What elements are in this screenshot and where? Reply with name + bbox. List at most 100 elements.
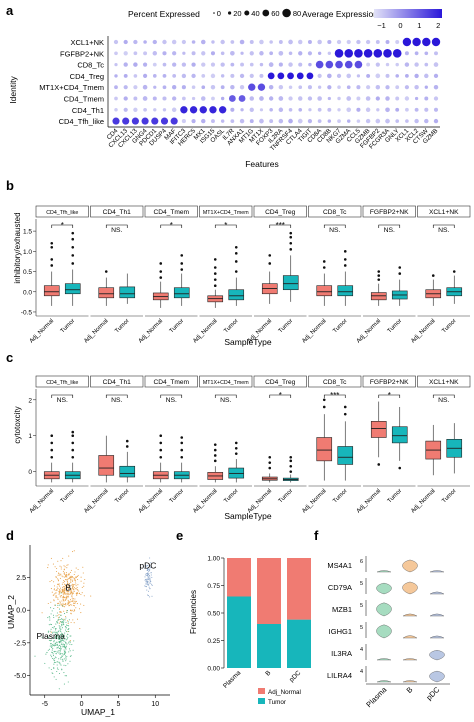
dot	[239, 85, 245, 90]
umap-point	[61, 644, 63, 646]
umap-point	[67, 586, 69, 588]
outlier	[398, 272, 402, 275]
dot	[356, 96, 361, 101]
dot	[170, 117, 178, 125]
dot	[424, 73, 429, 79]
umap-point	[67, 620, 69, 622]
umap-point	[62, 570, 64, 572]
umap-point	[151, 595, 153, 597]
outlier	[343, 405, 347, 409]
umap-point	[59, 587, 61, 589]
dot	[278, 50, 284, 56]
dot	[317, 73, 322, 78]
dot	[306, 72, 314, 80]
umap-point	[61, 618, 63, 620]
umap-point	[60, 614, 62, 617]
dot	[392, 49, 402, 58]
outlier	[289, 464, 293, 468]
umap-point	[75, 567, 77, 569]
umap-point	[77, 568, 79, 571]
umap-point	[75, 576, 77, 579]
dot	[307, 85, 312, 90]
x-tick-label: Tumor	[387, 318, 403, 334]
dot	[133, 74, 138, 78]
umap-point	[54, 645, 56, 647]
umap-point	[77, 584, 79, 586]
umap-point	[57, 580, 59, 582]
dot	[131, 117, 139, 125]
umap-point	[54, 604, 57, 606]
dot	[133, 96, 138, 101]
box	[119, 286, 136, 299]
umap-point	[67, 681, 69, 683]
umap-point	[56, 667, 59, 669]
umap-point	[58, 658, 60, 660]
dot	[113, 39, 119, 45]
umap-point	[80, 580, 82, 582]
umap-point	[55, 592, 57, 594]
dot	[114, 96, 118, 101]
dot	[238, 95, 246, 102]
outlier	[180, 268, 184, 271]
x-tick-label: Adj_Normal	[138, 318, 164, 344]
umap-point	[144, 567, 146, 569]
umap-point	[61, 642, 63, 644]
significance-label: ***	[276, 221, 285, 230]
x-tick-label: -5	[42, 701, 48, 708]
dot	[181, 62, 187, 67]
umap-point	[67, 596, 69, 598]
umap-point	[75, 588, 78, 590]
violin	[376, 602, 392, 617]
umap-point	[69, 641, 71, 643]
outlier	[50, 441, 54, 445]
dot	[114, 74, 118, 78]
dot	[123, 51, 128, 56]
panel-letter-e: e	[176, 528, 183, 543]
dot	[210, 73, 216, 79]
dot	[191, 40, 196, 44]
dot	[210, 84, 216, 90]
violin-group-label: pDC	[424, 685, 441, 702]
umap-point	[48, 615, 50, 618]
outlier	[234, 452, 238, 455]
dot	[346, 96, 352, 101]
umap-point	[58, 583, 60, 585]
x-tick-label: Adj_Normal	[301, 488, 327, 514]
dot	[327, 119, 332, 123]
umap-point	[57, 650, 59, 652]
umap-point	[60, 573, 62, 575]
umap-point	[82, 572, 84, 574]
umap-point	[65, 658, 67, 660]
umap-point	[68, 641, 70, 643]
umap-point	[55, 644, 57, 646]
umap-point	[62, 586, 64, 588]
dot	[230, 119, 235, 123]
umap-point	[50, 588, 52, 590]
x-tick-label: Adj_Normal	[410, 488, 436, 514]
outlier	[104, 270, 108, 273]
umap-point	[45, 653, 47, 655]
dot	[201, 85, 206, 90]
box	[282, 275, 299, 291]
umap-point	[64, 586, 66, 588]
dot	[296, 72, 304, 80]
panel-a-dots	[112, 37, 441, 125]
panel-d-xlabel: UMAP_1	[81, 707, 115, 717]
outlier	[268, 262, 272, 265]
umap-point	[90, 595, 92, 597]
panel-letter-d: d	[6, 528, 14, 543]
significance-bracket	[105, 224, 128, 228]
bar-segment-tumor	[287, 619, 311, 668]
umap-point	[145, 578, 147, 580]
umap-point	[73, 577, 75, 579]
dot	[141, 117, 149, 125]
dot	[424, 85, 428, 89]
x-tick-label: Adj_Normal	[192, 318, 218, 344]
outlier	[289, 459, 293, 463]
dot	[200, 39, 206, 45]
dot	[366, 85, 371, 90]
umap-point	[67, 584, 70, 587]
umap-point	[72, 583, 74, 585]
umap-point	[52, 648, 54, 650]
umap-point	[59, 650, 61, 652]
